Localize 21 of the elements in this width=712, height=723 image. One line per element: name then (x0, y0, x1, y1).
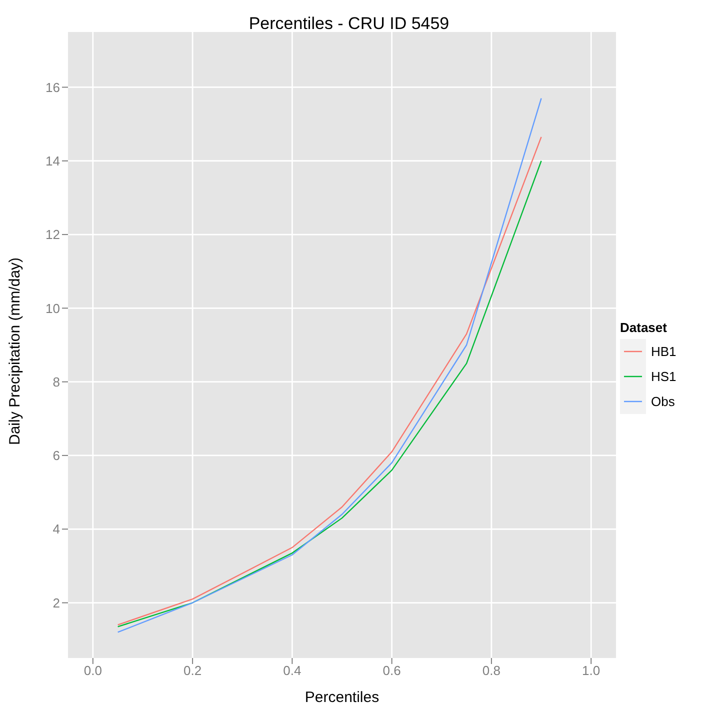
x-tick-label: 0.6 (382, 663, 401, 678)
chart-title: Percentiles - CRU ID 5459 (248, 14, 450, 34)
x-tick-label: 0.4 (283, 663, 302, 678)
y-tick-label: 4 (52, 522, 60, 537)
x-tick-label: 0.0 (84, 663, 102, 678)
x-tick-label: 1.0 (582, 663, 600, 678)
y-tick-label: 8 (52, 374, 60, 390)
x-tick-label: 0.2 (184, 663, 202, 678)
y-tick-label: 12 (46, 227, 60, 242)
x-axis-title: Percentiles (304, 689, 380, 706)
y-tick-label: 14 (46, 153, 60, 168)
legend-label: HB1 (651, 344, 676, 359)
legend-title: Dataset (620, 320, 668, 335)
y-tick-label: 10 (46, 300, 60, 316)
legend-label: HS1 (651, 369, 676, 384)
legend-label: Obs (651, 394, 675, 409)
x-tick-label: 0.8 (482, 663, 500, 678)
y-tick-label: 6 (52, 448, 60, 464)
y-axis-title: Daily Precipitation (mm/day) (6, 257, 24, 445)
y-tick-label: 16 (46, 80, 60, 95)
y-tick-label: 2 (52, 595, 60, 610)
